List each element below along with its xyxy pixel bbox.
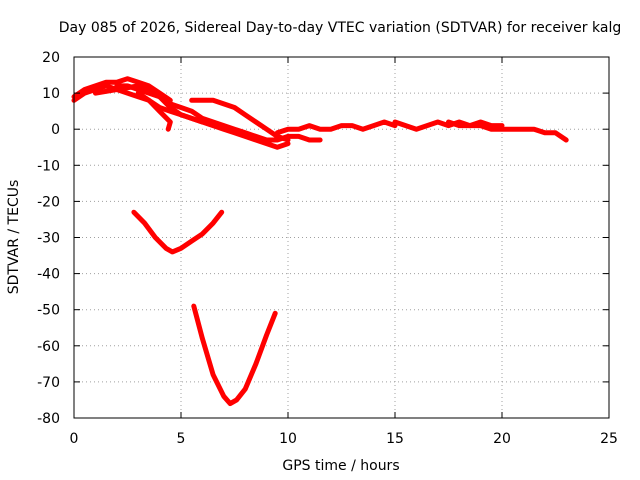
series-line-arc-1 — [71, 76, 173, 103]
x-tick-label: 20 — [493, 431, 511, 447]
y-tick-label: -70 — [37, 375, 60, 391]
series-line-arc-9 — [446, 119, 569, 143]
y-tick-label: -60 — [37, 339, 60, 355]
y-tick-label: -80 — [37, 411, 60, 427]
y-tick-label: -40 — [37, 267, 60, 283]
ticks: 0 5 10 15 20 25 20 10 0 -10 -20 -30 -40 -50 -60 -70 -80 — [37, 50, 618, 447]
series-line-arc-10 — [131, 209, 225, 255]
y-tick-label: 0 — [51, 122, 60, 138]
x-tick-label: 15 — [386, 431, 404, 447]
series-line-arc-4 — [114, 83, 323, 143]
grid — [74, 57, 609, 418]
series-line-arc-7 — [274, 119, 398, 136]
chart-title: Day 085 of 2026, Sidereal Day-to-day VTE… — [59, 20, 621, 36]
y-tick-label: -50 — [37, 303, 60, 319]
series-line-arc-8 — [392, 119, 505, 132]
y-tick-label: -20 — [37, 194, 60, 210]
x-tick-label: 25 — [600, 431, 618, 447]
x-tick-label: 10 — [279, 431, 297, 447]
series-line-arc-11 — [191, 303, 278, 407]
y-axis-title: SDTVAR / TECUs — [6, 180, 22, 295]
series-line-arc-3 — [92, 83, 291, 150]
y-tick-label: 10 — [42, 86, 60, 102]
y-tick-label: -30 — [37, 231, 60, 247]
x-tick-label: 0 — [70, 431, 79, 447]
y-tick-label: 20 — [42, 50, 60, 66]
series-line-arc-5 — [135, 90, 173, 132]
series-layer — [71, 76, 569, 407]
y-tick-label: -10 — [37, 158, 60, 174]
x-axis-title: GPS time / hours — [282, 458, 399, 474]
series-line-arc-6 — [189, 97, 291, 143]
x-tick-label: 5 — [177, 431, 186, 447]
